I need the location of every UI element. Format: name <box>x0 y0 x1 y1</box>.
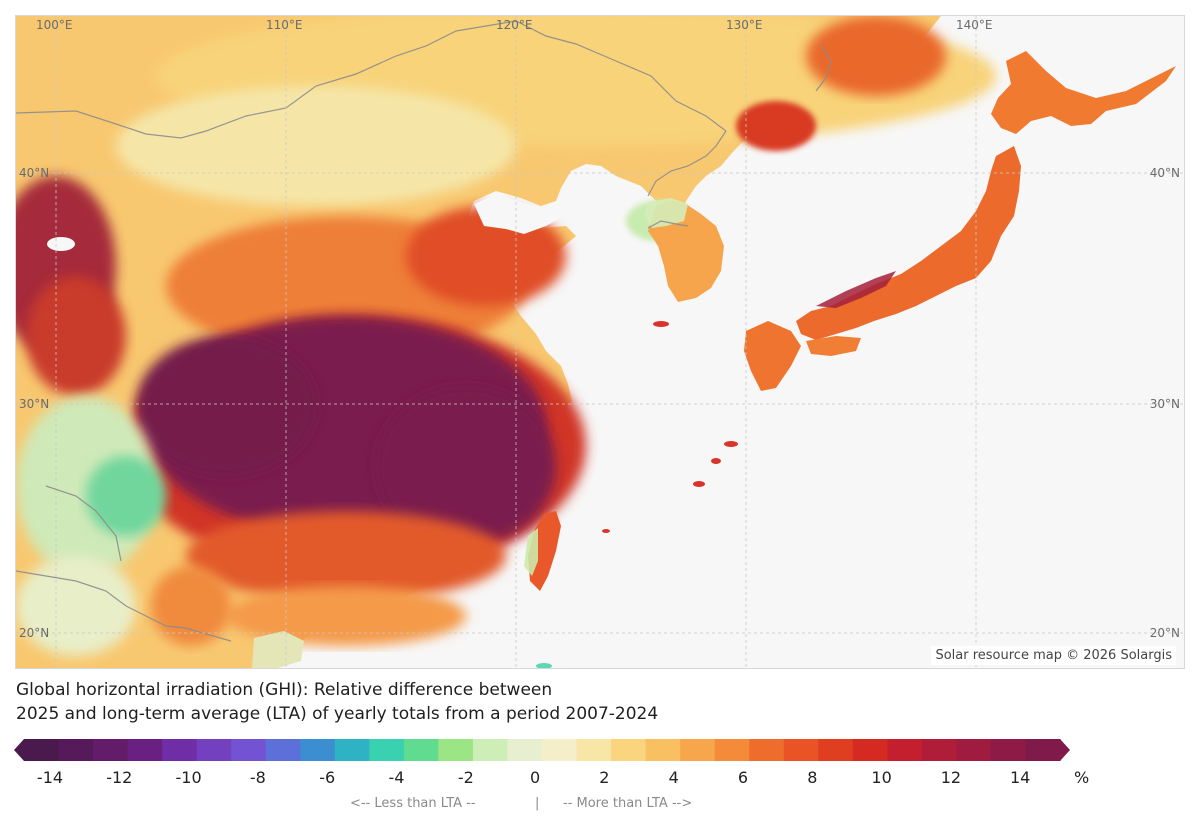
legend-tick-label: 0 <box>530 768 541 787</box>
legend-tick-label: 8 <box>807 768 818 787</box>
korea-peninsula <box>648 201 724 302</box>
hokkaido <box>991 51 1176 134</box>
bohai-sea <box>474 166 586 234</box>
legend-tick-label: -6 <box>319 768 336 787</box>
legend-swatch <box>990 739 1027 761</box>
legend-swatch <box>507 739 543 761</box>
legend-tick-label: -4 <box>388 768 405 787</box>
legend-swatch <box>300 739 336 761</box>
legend-swatch <box>887 739 923 761</box>
lon-label-110e: 110°E <box>266 18 303 32</box>
legend-swatch <box>852 739 888 761</box>
lat-label-40n-right: 40°N <box>1149 166 1180 180</box>
lat-label-20n-left: 20°N <box>19 626 50 640</box>
qinghai-lake <box>47 237 75 251</box>
legend-swatch <box>576 739 612 761</box>
legend-swatch <box>231 739 267 761</box>
honshu <box>796 146 1021 340</box>
legend-swatch <box>403 739 439 761</box>
legend-arrow-right <box>1060 739 1070 761</box>
less-than-lta-hint: <-- Less than LTA -- <box>350 796 476 811</box>
legend-tick-label: -10 <box>175 768 202 787</box>
irradiation-map[interactable] <box>16 16 1184 668</box>
legend-swatch <box>818 739 854 761</box>
legend-swatch <box>265 739 301 761</box>
legend-tick-label: 10 <box>871 768 892 787</box>
legend-tick-label: -14 <box>36 768 64 787</box>
legend-swatch <box>127 739 163 761</box>
legend-swatch <box>93 739 129 761</box>
caption-line-2: 2025 and long-term average (LTA) of year… <box>16 704 659 724</box>
lat-label-30n-left: 30°N <box>19 397 50 411</box>
paracel-islands <box>536 663 552 668</box>
map-attribution[interactable]: Solar resource map © 2026 Solargis <box>931 646 1176 665</box>
legend-tick-label: -12 <box>106 768 133 787</box>
korea-north-anomaly <box>644 198 688 228</box>
legend-swatch <box>921 739 957 761</box>
legend-tick-label: -8 <box>249 768 266 787</box>
legend-swatch <box>611 739 647 761</box>
legend-swatch <box>196 739 232 761</box>
legend-tick-label: 12 <box>940 768 962 787</box>
legend-swatch <box>58 739 94 761</box>
graticule <box>16 16 1184 668</box>
lat-label-40n-left: 40°N <box>19 166 50 180</box>
map-caption: Global horizontal irradiation (GHI): Rel… <box>16 678 658 726</box>
legend-swatch <box>438 739 474 761</box>
map-panel[interactable]: 100°E 110°E 120°E 130°E 140°E 40°N 30°N … <box>15 15 1185 669</box>
lon-label-120e: 120°E <box>496 18 533 32</box>
legend-tick-label: -2 <box>457 768 474 787</box>
hainan <box>252 631 304 668</box>
legend-swatches <box>14 739 1070 761</box>
lon-label-100e: 100°E <box>36 18 73 32</box>
lat-label-20n-right: 20°N <box>1149 626 1180 640</box>
legend-tick-label: 2 <box>599 768 610 787</box>
ryukyu-islands <box>602 321 738 533</box>
legend-swatch <box>956 739 992 761</box>
legend-unit: % <box>1074 768 1090 787</box>
legend-tick-label: 14 <box>1010 768 1031 787</box>
legend-tick-label: 6 <box>737 768 749 787</box>
legend-tick-label: 4 <box>668 768 679 787</box>
kyushu <box>744 321 801 391</box>
legend-swatch <box>542 739 578 761</box>
more-than-lta-hint: -- More than LTA --> <box>563 796 693 811</box>
hint-separator: | <box>535 796 540 811</box>
anomaly-field <box>16 16 996 656</box>
taiwan-west-anomaly <box>524 528 538 576</box>
legend-swatch <box>680 739 716 761</box>
legend-swatch <box>783 739 819 761</box>
legend-swatch <box>334 739 370 761</box>
lat-label-30n-right: 30°N <box>1149 397 1180 411</box>
legend-swatch <box>472 739 509 761</box>
legend-swatch <box>369 739 405 761</box>
legend-swatch <box>749 739 785 761</box>
shikoku <box>806 336 861 356</box>
legend-swatch <box>1025 739 1061 761</box>
caption-line-1: Global horizontal irradiation (GHI): Rel… <box>16 680 553 700</box>
legend-swatch <box>24 739 60 761</box>
honshu-strong-anomaly <box>816 271 896 308</box>
legend-arrow-left <box>14 739 24 761</box>
legend-swatch <box>162 739 198 761</box>
lon-label-130e: 130°E <box>726 18 763 32</box>
legend-swatch <box>645 739 681 761</box>
color-legend <box>14 739 1070 761</box>
lon-label-140e: 140°E <box>956 18 993 32</box>
legend-swatch <box>714 739 750 761</box>
